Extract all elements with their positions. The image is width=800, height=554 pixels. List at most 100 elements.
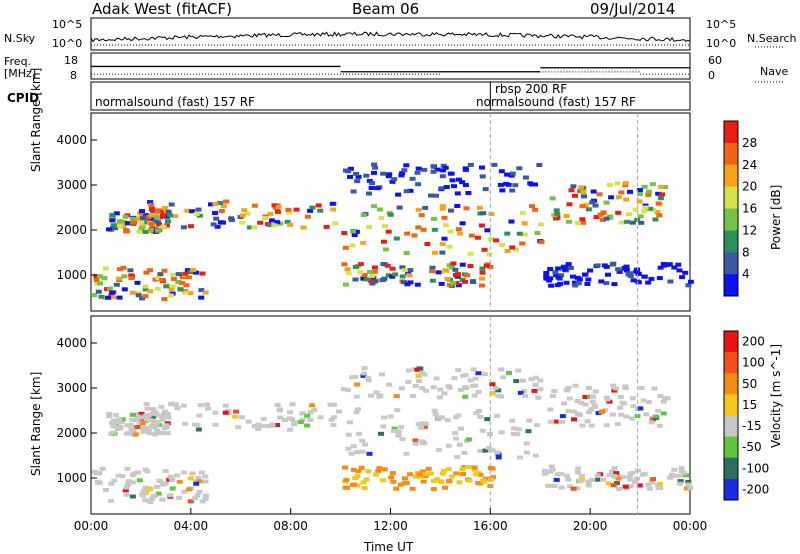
power-echo-cell — [190, 268, 196, 273]
power-colorbar-segment-3 — [724, 186, 738, 209]
velocity-echo-cell — [603, 423, 610, 428]
power-echo-cell — [454, 191, 461, 196]
x-tick-label-2: 08:00 — [273, 519, 308, 533]
power-echo-cell — [443, 223, 449, 228]
power-echo-cell — [597, 212, 604, 217]
velocity-echo-cell — [349, 375, 355, 380]
velocity-echo-cell — [167, 493, 174, 498]
velocity-echo-cell — [489, 391, 496, 396]
velocity-echo-cell — [574, 399, 581, 403]
velocity-echo-cell — [523, 441, 530, 446]
velocity-echo-cell — [489, 382, 496, 387]
power-echo-cell — [315, 203, 322, 208]
velocity-echo-cell — [574, 470, 581, 475]
power-echo-cell — [428, 193, 434, 198]
velocity-echo-cell — [327, 402, 334, 407]
power-echo-cell — [671, 265, 678, 270]
power-echo-cell — [163, 284, 170, 289]
velocity-echo-cell — [134, 470, 141, 475]
power-echo-cell — [509, 188, 516, 193]
power-echo-cell — [96, 274, 103, 279]
velocity-echo-cell — [304, 423, 310, 428]
velocity-echo-region-4 — [342, 465, 497, 491]
velocity-echo-cell — [393, 394, 400, 399]
velocity-echo-cell — [391, 426, 398, 431]
velocity-echo-cell — [459, 467, 466, 472]
velocity-echo-cell — [629, 416, 636, 421]
velocity-echo-cell — [143, 402, 150, 407]
power-echo-cell — [142, 284, 149, 289]
velocity-echo-cell — [142, 498, 149, 503]
x-tick-label-1: 04:00 — [174, 519, 209, 533]
velocity-echo-cell — [465, 465, 472, 469]
power-echo-cell — [621, 265, 628, 270]
power-echo-cell — [341, 262, 348, 267]
velocity-echo-cell — [398, 386, 405, 391]
power-echo-cell — [659, 192, 665, 197]
velocity-echo-cell — [680, 470, 687, 475]
nave-label: Nave — [760, 65, 789, 78]
power-echo-cell — [135, 291, 142, 296]
power-echo-cell — [623, 197, 630, 202]
power-echo-cell — [570, 184, 577, 189]
power-echo-cell — [183, 283, 190, 288]
power-echo-cell — [648, 276, 655, 281]
velocity-echo-cell — [365, 469, 372, 474]
velocity-echo-cell — [419, 421, 426, 426]
power-echo-cell — [307, 208, 314, 213]
power-echo-cell — [448, 208, 454, 213]
velocity-echo-cell — [646, 486, 653, 491]
power-echo-cell — [415, 225, 422, 230]
x-axis-title: Time UT — [364, 540, 414, 554]
velocity-echo-cell — [495, 388, 502, 393]
velocity-echo-cell — [116, 417, 123, 422]
velocity-echo-cell — [212, 422, 219, 427]
velocity-echo-cell — [554, 472, 561, 477]
power-echo-cell — [609, 262, 616, 267]
power-echo-cell — [491, 162, 498, 167]
power-echo-cell — [656, 276, 663, 281]
power-echo-cell — [120, 265, 127, 270]
velocity-echo-cell — [445, 384, 452, 389]
cpid-segment-1: normalsound (fast) 157 RF — [95, 95, 255, 109]
velocity-echo-cell — [165, 415, 172, 420]
velocity-echo-cell — [415, 374, 422, 378]
power-echo-cell — [682, 270, 689, 275]
velocity-echo-cell — [592, 389, 599, 394]
power-echo-cell — [140, 215, 147, 220]
power-echo-cell — [116, 276, 123, 281]
velocity-echo-cell — [162, 469, 169, 474]
velocity-echo-cell — [683, 473, 690, 478]
velocity-echo-cell — [611, 466, 618, 471]
power-echo-cell — [368, 186, 375, 190]
power-echo-cell — [241, 208, 248, 213]
velocity-echo-cell — [129, 494, 136, 499]
power-echo-cell — [565, 262, 572, 267]
velocity-echo-cell — [174, 473, 181, 478]
velocity-echo-cell — [606, 399, 613, 404]
power-echo-cell — [414, 282, 421, 287]
velocity-echo-cell — [609, 469, 616, 474]
power-echo-cell — [157, 272, 164, 277]
power-echo-cell — [127, 268, 134, 273]
power-echo-cell — [124, 221, 131, 226]
power-echo-cell — [607, 215, 614, 220]
power-echo-cell — [649, 182, 656, 187]
power-echo-cell — [147, 200, 154, 205]
power-echo-cell — [479, 283, 485, 288]
velocity-echo-cell — [151, 419, 158, 424]
power-echo-cell — [579, 217, 586, 222]
power-echo-cell — [519, 241, 526, 246]
velocity-echo-cell — [445, 443, 452, 448]
power-echo-cell — [407, 280, 414, 285]
power-echo-cell — [293, 207, 300, 212]
velocity-echo-cell — [194, 493, 201, 498]
velocity-echo-region-3 — [345, 407, 540, 460]
power-echo-cell — [329, 201, 336, 206]
velocity-colorbar-tick-4: -15 — [742, 419, 762, 433]
power-echo-cell — [164, 219, 171, 224]
velocity-echo-cell — [299, 411, 306, 416]
power-echo-cell — [433, 193, 439, 198]
power-echo-cell — [208, 202, 214, 207]
velocity-echo-cell — [441, 468, 447, 473]
